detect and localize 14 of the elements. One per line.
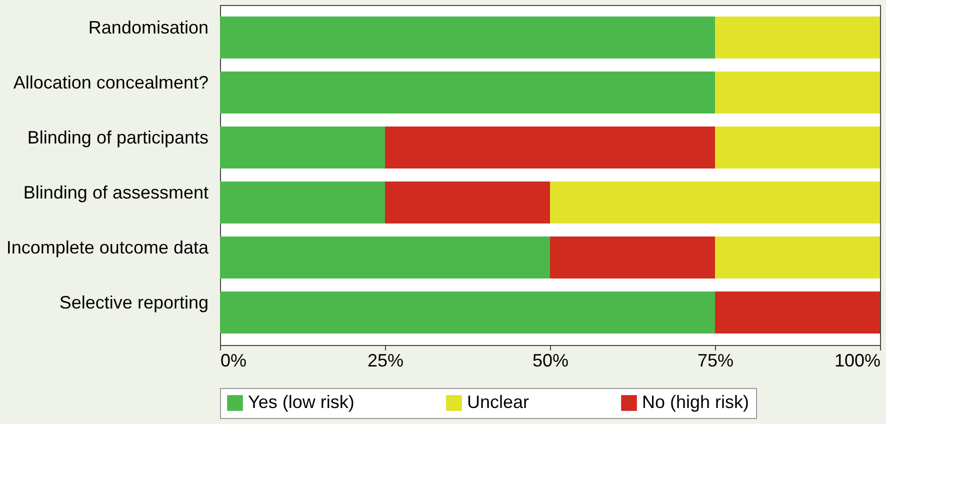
- y-tick-label: Blinding of participants: [27, 127, 208, 148]
- x-tick-label: 100%: [834, 350, 880, 370]
- y-tick-label: Incomplete outcome data: [6, 238, 210, 258]
- y-tick-label: Allocation concealment?: [13, 72, 208, 92]
- legend-label: Yes (low risk): [248, 392, 354, 412]
- y-tick-label: Selective reporting: [59, 292, 208, 313]
- legend-label: No (high risk): [642, 392, 750, 412]
- x-tick-label: 25%: [367, 350, 404, 370]
- x-tick-label: 75%: [697, 350, 734, 370]
- legend-label: Unclear: [467, 392, 530, 412]
- x-tick-label: 0%: [220, 350, 247, 370]
- y-tick-label: Blinding of assessment: [23, 182, 208, 203]
- x-tick-label: 50%: [532, 350, 569, 370]
- y-tick-label: Randomisation: [88, 17, 208, 38]
